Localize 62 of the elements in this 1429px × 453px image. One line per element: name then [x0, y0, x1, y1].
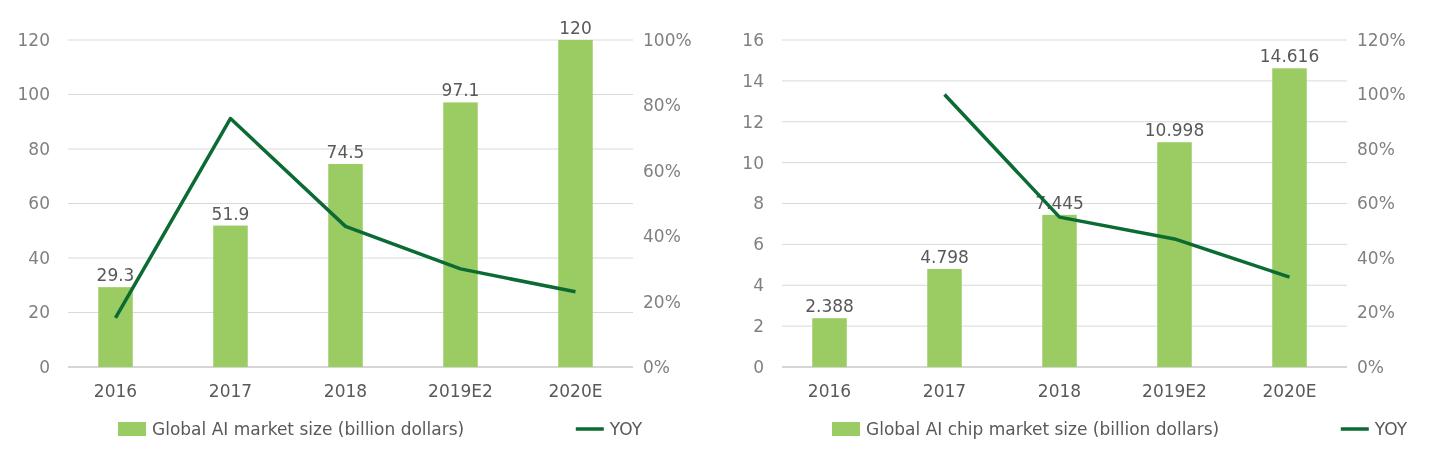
- x-tick-label: 2016: [807, 381, 852, 401]
- y-tick-label: 2: [753, 316, 764, 337]
- y2-tick-label: 60%: [1357, 193, 1395, 214]
- y2-tick-label: 100%: [643, 29, 692, 50]
- y-tick-label: 16: [742, 29, 764, 50]
- y2-tick-label: 0%: [643, 356, 670, 377]
- bar: [328, 163, 363, 367]
- x-tick-label: 2017: [208, 381, 253, 401]
- legend-label: Global AI chip market size (billion dollars): [866, 419, 1220, 439]
- data-label: 10.998: [1144, 120, 1205, 141]
- y2-tick-label: 80%: [643, 95, 681, 116]
- x-tick-label: 2019E2: [428, 381, 493, 401]
- y-tick-label: 12: [742, 111, 764, 132]
- x-tick-label: 2018: [1037, 381, 1082, 401]
- x-tick-label: 2017: [922, 381, 967, 401]
- y-tick-label: 6: [753, 234, 764, 255]
- data-label: 29.3: [96, 265, 135, 286]
- bar: [927, 268, 962, 367]
- data-label: 51.9: [211, 203, 250, 224]
- y-tick-label: 40: [28, 247, 50, 268]
- y-tick-label: 14: [742, 70, 764, 91]
- bar: [98, 287, 133, 367]
- legend-label: YOY: [608, 419, 643, 439]
- bar: [1042, 214, 1077, 367]
- legend-label: Global AI market size (billion dollars): [152, 419, 465, 439]
- y2-tick-label: 20%: [643, 291, 681, 312]
- bar: [213, 225, 248, 367]
- data-label: 2.388: [805, 296, 854, 317]
- y-tick-label: 80: [28, 138, 50, 159]
- y2-tick-label: 100%: [1357, 84, 1406, 105]
- x-tick-label: 2016: [93, 381, 138, 401]
- y-tick-label: 4: [753, 275, 764, 296]
- bar: [1272, 68, 1307, 367]
- y2-tick-label: 40%: [643, 226, 681, 247]
- y-tick-label: 10: [742, 152, 764, 173]
- y2-tick-label: 60%: [643, 160, 681, 181]
- y2-tick-label: 120%: [1357, 29, 1406, 50]
- data-label: 14.616: [1259, 46, 1320, 67]
- y-tick-label: 60: [28, 193, 50, 214]
- data-label: 120: [559, 18, 592, 38]
- y-tick-label: 20: [28, 302, 50, 323]
- bar: [812, 318, 847, 367]
- data-label: 4.798: [920, 246, 969, 267]
- data-label: 97.1: [441, 80, 480, 101]
- y2-tick-label: 40%: [1357, 247, 1395, 268]
- data-label: 74.5: [326, 141, 365, 162]
- y-tick-label: 100: [17, 84, 50, 105]
- x-tick-label: 2020E: [548, 381, 603, 401]
- bar: [1157, 142, 1192, 367]
- y2-tick-label: 20%: [1357, 302, 1395, 323]
- x-tick-label: 2018: [323, 381, 368, 401]
- y-tick-label: 0: [753, 356, 764, 377]
- y-tick-label: 8: [753, 193, 764, 214]
- bar: [443, 102, 478, 367]
- y-tick-label: 120: [17, 29, 50, 50]
- bar: [558, 40, 593, 367]
- x-tick-label: 2019E2: [1142, 381, 1207, 401]
- y-tick-label: 0: [39, 356, 50, 377]
- x-tick-label: 2020E: [1262, 381, 1317, 401]
- y2-tick-label: 80%: [1357, 138, 1395, 159]
- y2-tick-label: 0%: [1357, 356, 1384, 377]
- legend-label: YOY: [1373, 419, 1408, 439]
